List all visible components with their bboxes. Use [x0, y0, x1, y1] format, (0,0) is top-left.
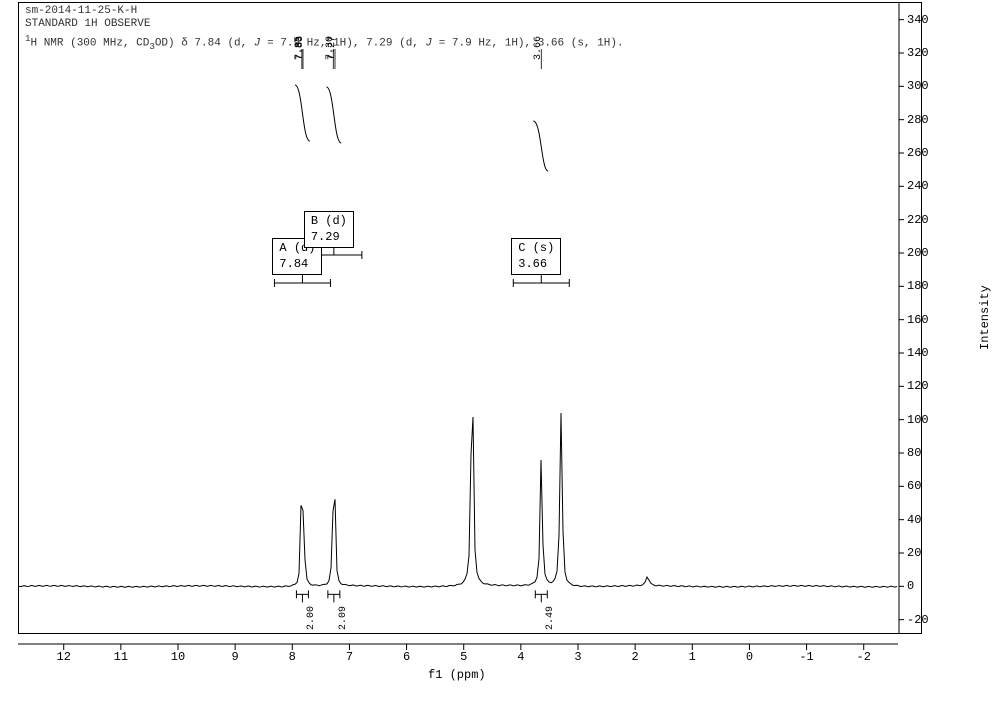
integral-value: 2.49: [545, 606, 556, 630]
x-tick: 11: [114, 650, 128, 664]
y-tick: 60: [907, 479, 921, 493]
y-axis-title: Intensity: [978, 285, 992, 350]
y-tick: 280: [907, 113, 929, 127]
y-tick: 120: [907, 379, 929, 393]
y-tick: 140: [907, 346, 929, 360]
y-tick: 80: [907, 446, 921, 460]
y-tick: 200: [907, 246, 929, 260]
integral-value: 2.09: [338, 606, 349, 630]
x-tick: 2: [632, 650, 639, 664]
spectrum-svg: [19, 3, 921, 633]
peak-box-line1: C (s): [518, 241, 554, 257]
nmr-plot-area: sm-2014-11-25-K-HSTANDARD 1H OBSERVE1H N…: [18, 2, 922, 634]
peak-assignment-box: C (s)3.66: [511, 238, 561, 275]
peak-label: 7.27: [327, 36, 338, 60]
y-tick: 0: [907, 579, 914, 593]
peak-assignment-box: B (d)7.29: [304, 211, 354, 248]
peak-box-line2: 7.29: [311, 230, 347, 246]
x-tick: 3: [574, 650, 581, 664]
y-tick: 320: [907, 46, 929, 60]
x-tick: 9: [232, 650, 239, 664]
y-tick: 180: [907, 279, 929, 293]
y-tick: 100: [907, 413, 929, 427]
peak-label: 7.83: [295, 36, 306, 60]
y-tick: 40: [907, 513, 921, 527]
y-tick: 240: [907, 179, 929, 193]
x-axis-title: f1 (ppm): [428, 668, 486, 682]
y-tick: 260: [907, 146, 929, 160]
x-tick: 0: [746, 650, 753, 664]
y-tick: 20: [907, 546, 921, 560]
peak-label: 3.66: [533, 36, 544, 60]
y-tick: 220: [907, 213, 929, 227]
x-tick: 5: [460, 650, 467, 664]
integral-value: 2.00: [306, 606, 317, 630]
peak-box-line2: 3.66: [518, 257, 554, 273]
x-tick: -2: [857, 650, 871, 664]
x-tick: 1: [689, 650, 696, 664]
x-tick: 8: [289, 650, 296, 664]
x-tick: 12: [57, 650, 71, 664]
y-tick: 160: [907, 313, 929, 327]
x-tick: -1: [799, 650, 813, 664]
y-tick: 300: [907, 79, 929, 93]
x-tick: 6: [403, 650, 410, 664]
peak-box-line1: B (d): [311, 214, 347, 230]
y-tick: -20: [907, 613, 929, 627]
x-tick: 10: [171, 650, 185, 664]
y-tick: 340: [907, 13, 929, 27]
x-tick: 4: [517, 650, 524, 664]
x-tick: 7: [346, 650, 353, 664]
peak-box-line2: 7.84: [279, 257, 315, 273]
